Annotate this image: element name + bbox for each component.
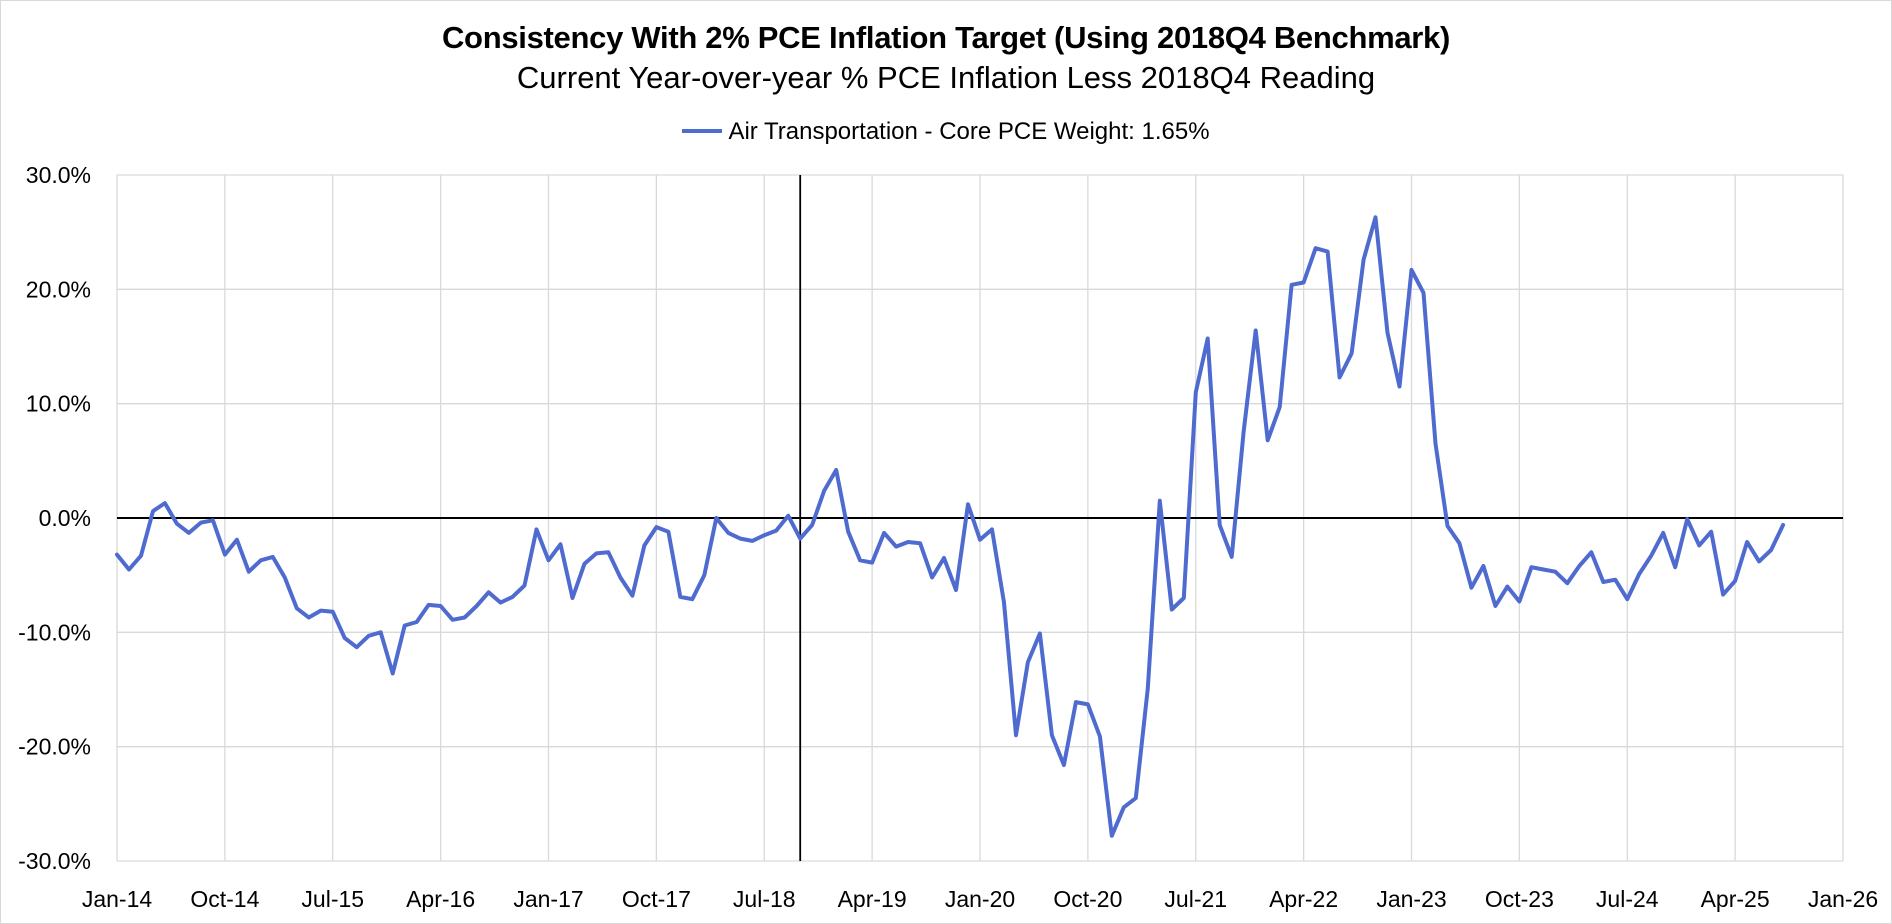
x-tick-label: Jul-18	[733, 886, 796, 912]
y-tick-label: 20.0%	[26, 276, 91, 302]
x-tick-label: Jan-26	[1808, 886, 1878, 912]
x-tick-label: Jan-14	[82, 886, 153, 912]
y-tick-label: -30.0%	[18, 848, 91, 874]
x-tick-label: Oct-23	[1485, 886, 1554, 912]
x-tick-label: Apr-16	[406, 886, 475, 912]
x-tick-label: Oct-14	[190, 886, 259, 912]
y-tick-label: -20.0%	[18, 734, 91, 760]
x-tick-label: Apr-22	[1269, 886, 1338, 912]
x-tick-label: Jan-20	[945, 886, 1015, 912]
x-tick-label: Oct-17	[622, 886, 691, 912]
chart-legend: Air Transportation - Core PCE Weight: 1.…	[0, 118, 1892, 146]
x-tick-label: Jul-24	[1596, 886, 1659, 912]
y-tick-label: 0.0%	[39, 505, 91, 531]
x-tick-label: Apr-19	[838, 886, 907, 912]
chart-title: Consistency With 2% PCE Inflation Target…	[441, 20, 1451, 55]
series-line	[115, 215, 1786, 838]
legend-swatch	[682, 128, 723, 133]
y-tick-label: 10.0%	[26, 391, 91, 417]
x-tick-label: Jul-21	[1164, 886, 1227, 912]
x-tick-label: Apr-25	[1701, 886, 1770, 912]
x-tick-label: Jan-17	[513, 886, 583, 912]
y-tick-label: 30.0%	[26, 162, 91, 188]
x-tick-label: Oct-20	[1053, 886, 1122, 912]
x-tick-label: Jan-23	[1376, 886, 1446, 912]
chart-subtitle: Current Year-over-year % PCE Inflation L…	[516, 60, 1376, 95]
legend-label: Air Transportation - Core PCE Weight: 1.…	[728, 118, 1210, 145]
y-tick-label: -10.0%	[18, 619, 91, 645]
x-tick-label: Jul-15	[301, 886, 364, 912]
